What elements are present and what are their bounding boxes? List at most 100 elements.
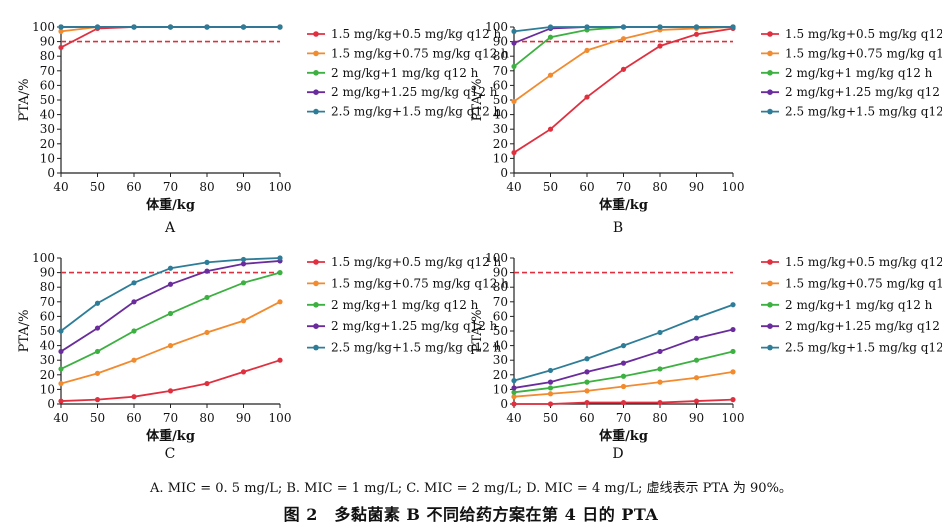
y-tick-label: 100 [485,20,508,34]
data-point [547,24,554,30]
y-tick-label: 30 [40,122,55,136]
x-tick-label: 80 [199,411,214,425]
legend-swatch-marker [767,302,773,308]
y-tick-label: 80 [493,280,508,294]
y-tick-label: 90 [40,266,55,280]
x-tick-label: 100 [722,411,745,425]
x-tick-label: 70 [616,180,631,194]
data-point [547,72,554,78]
data-point [58,398,64,404]
legend-label: 2 mg/kg+1.25 mg/kg q12 h [785,319,942,333]
x-axis-title: 体重/kg [146,197,195,213]
series-line-3 [60,271,281,370]
y-tick-label: 50 [493,324,508,338]
data-point [657,366,663,372]
data-point [94,348,101,355]
data-point [693,315,700,321]
data-point [657,348,663,355]
data-point [693,24,700,30]
data-point [204,329,210,336]
data-point [167,24,174,30]
legend-swatch-marker [767,280,773,287]
x-tick-label: 40 [53,411,68,425]
legend-swatch-marker [767,108,773,115]
x-tick-label: 90 [236,180,251,194]
data-point [657,399,663,406]
y-tick-label: 20 [40,137,55,151]
data-point [511,394,517,400]
data-point [58,366,64,372]
data-point [58,24,64,30]
y-tick-label: 40 [40,339,55,353]
legend-swatch-marker [767,89,773,95]
legend-label: 1.5 mg/kg+0.75 mg/kg q12 h [331,46,509,60]
y-tick-label: 50 [493,93,508,107]
data-point [204,380,210,387]
data-point [131,280,137,286]
data-point [58,44,64,51]
data-point [584,399,590,406]
data-point [277,299,283,305]
legend-label: 1.5 mg/kg+0.5 mg/kg q12 h [785,255,942,269]
data-point [511,149,517,156]
x-tick-label: 100 [722,180,745,194]
data-point [547,367,554,374]
data-point [584,94,590,100]
y-tick-label: 0 [47,397,55,411]
series-line-1 [513,27,734,154]
data-point [167,310,174,317]
y-tick-label: 80 [493,49,508,63]
y-tick-label: 10 [493,382,508,396]
y-axis-title: PTA/% [470,310,485,353]
y-tick-label: 60 [40,309,55,323]
data-point [277,255,283,261]
y-tick-label: 70 [493,295,508,309]
x-tick-label: 60 [126,180,141,194]
y-tick-label: 0 [47,166,55,180]
y-tick-label: 20 [40,368,55,382]
y-tick-label: 30 [493,122,508,136]
data-point [730,348,736,355]
data-point [204,259,210,265]
data-point [131,24,137,30]
legend-swatch-marker [313,323,319,330]
legend-label: 2 mg/kg+1 mg/kg q12 h [331,66,479,80]
data-point [620,36,627,42]
legend-label: 1.5 mg/kg+0.5 mg/kg q12 h [331,255,502,269]
data-point [620,360,627,366]
y-tick-label: 100 [32,251,55,265]
data-point [58,328,64,334]
y-tick-label: 90 [493,35,508,49]
data-point [511,28,517,34]
y-tick-label: 10 [40,151,55,165]
legend-swatch-marker [767,31,773,37]
legend-label: 2.5 mg/kg+1.5 mg/kg q12 h [331,341,502,355]
y-tick-label: 10 [493,151,508,165]
panel-label: A [164,220,176,236]
legend-swatch-marker [767,70,773,76]
data-point [204,294,210,301]
data-point [547,391,554,397]
legend-label: 1.5 mg/kg+0.5 mg/kg q12 h [331,27,502,41]
y-tick-label: 20 [493,137,508,151]
x-axis-title: 体重/kg [146,428,195,444]
y-axis-title: PTA/% [17,79,32,122]
data-point [511,98,517,105]
legend-swatch-marker [767,344,773,351]
series-line-5 [513,303,734,382]
legend-label: 2 mg/kg+1.25 mg/kg q12 h [331,85,498,99]
x-tick-label: 70 [163,411,178,425]
data-point [131,299,137,305]
data-point [131,328,137,334]
legend-label: 2 mg/kg+1 mg/kg q12 h [785,298,933,312]
data-point [240,261,247,267]
x-tick-label: 90 [236,411,251,425]
legend-label: 1.5 mg/kg+0.75 mg/kg q12 h [331,276,509,290]
data-point [167,281,174,287]
data-point [730,397,736,403]
data-point [547,379,554,385]
x-tick-label: 50 [543,180,558,194]
data-point [240,369,247,375]
x-tick-label: 80 [199,180,214,194]
